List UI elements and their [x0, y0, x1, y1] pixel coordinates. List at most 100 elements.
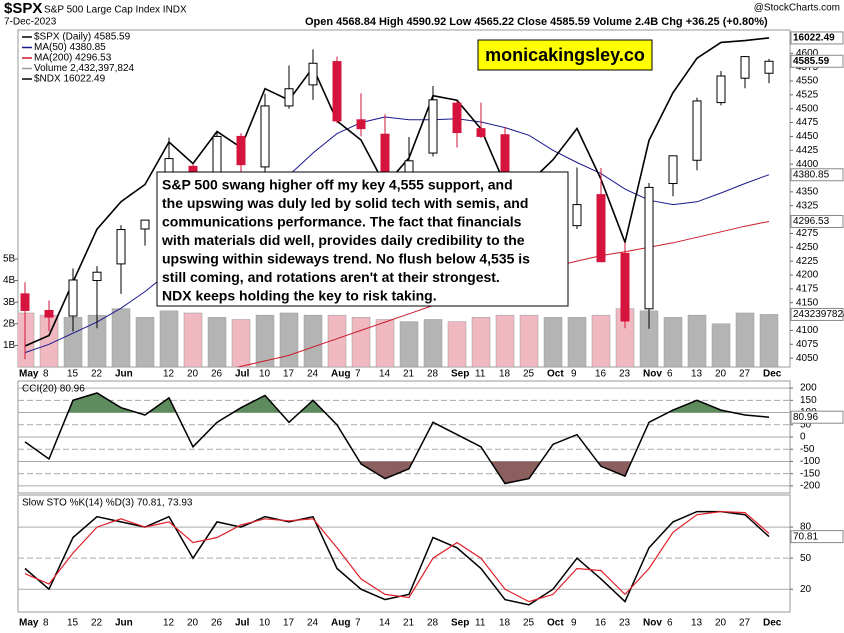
x-tick-label: Jul	[235, 369, 250, 380]
y-tick-label: 150	[800, 395, 817, 406]
x-tick-label: 6	[667, 369, 673, 380]
indicator-line	[24, 510, 770, 603]
y-tick-label: 4075	[796, 339, 819, 350]
symbol: $SPX	[4, 0, 42, 17]
volume-bar	[351, 317, 371, 367]
candle-body	[356, 119, 366, 130]
x-tick-label: 20	[187, 618, 199, 629]
y-tick-label: 4150	[796, 297, 819, 308]
y-tick-label: -150	[800, 468, 820, 479]
x-tick-label: 24	[307, 618, 319, 629]
x-tick-label: 21	[403, 369, 415, 380]
x-tick-label: 20	[715, 369, 727, 380]
x-tick-label: Jul	[235, 618, 250, 629]
x-tick-label: 16	[595, 618, 607, 629]
source: @StockCharts.com	[754, 3, 840, 14]
volume-tick-label: 5B	[3, 254, 16, 265]
volume-bar	[279, 312, 299, 367]
indicator-line	[24, 510, 770, 606]
legend-label: Volume 2,432,397,824	[34, 63, 135, 74]
y-tick-label: 50	[800, 553, 812, 564]
x-tick-label: Oct	[547, 618, 564, 629]
y-tick-label: 20	[800, 584, 812, 595]
x-tick-label: Jun	[115, 618, 133, 629]
index-name: S&P 500 Large Cap Index INDX	[44, 5, 187, 16]
x-tick-label: 27	[739, 618, 751, 629]
volume-bar	[303, 314, 323, 367]
volume-bar	[687, 314, 707, 367]
annotation-line: still coming, and rotations aren't at th…	[162, 269, 500, 285]
end-label: 80.96	[793, 412, 818, 423]
sto-layer: 20 50 80 Slow STO %K(14) %D(3) 70.81, 73.93…	[18, 498, 812, 629]
volume-bar	[159, 310, 179, 367]
watermark-box	[477, 39, 653, 71]
x-tick-label: Nov	[643, 618, 662, 629]
x-tick-label: 27	[739, 369, 751, 380]
volume-bar	[447, 321, 467, 367]
annotation-line: upswing within sideways trend. No flush …	[162, 251, 530, 267]
x-tick-label: 23	[619, 369, 631, 380]
x-tick-label: 21	[403, 618, 415, 629]
sto-panel	[17, 494, 791, 613]
volume-bar	[759, 314, 779, 367]
y-tick-label: 4050	[796, 353, 819, 364]
end-label: 4380.85	[793, 169, 830, 180]
x-tick-label: 13	[691, 618, 703, 629]
candle-body	[140, 219, 150, 230]
volume-bar	[135, 317, 155, 367]
volume-bar	[111, 308, 131, 367]
x-tick-label: 8	[43, 618, 49, 629]
x-tick-label: 11	[475, 618, 486, 629]
y-tick-label: 4250	[796, 242, 819, 253]
candle-body	[428, 99, 438, 154]
x-tick-label: Sep	[451, 618, 469, 629]
y-tick-label: 4475	[796, 117, 819, 128]
candle-body	[764, 60, 774, 74]
x-tick-label: 9	[571, 618, 577, 629]
x-tick-label: Sep	[451, 369, 469, 380]
y-tick-label: 4350	[796, 186, 819, 197]
volume-tick-label: 2B	[3, 318, 16, 329]
x-tick-label: 7	[355, 369, 361, 380]
candle-body	[572, 204, 582, 227]
candle-body	[332, 61, 342, 122]
x-tick-label: Jun	[115, 369, 133, 380]
candle-body	[620, 252, 630, 322]
panel-title: Slow STO %K(14) %D(3) 70.81, 73.93	[22, 498, 193, 509]
volume-bar	[231, 319, 251, 367]
x-tick-label: 16	[595, 369, 607, 380]
x-tick-label: 17	[283, 618, 295, 629]
candle-body	[692, 100, 702, 161]
end-label-box	[790, 31, 844, 45]
x-tick-label: 7	[355, 618, 361, 629]
x-tick-label: 12	[163, 369, 175, 380]
y-tick-label: 4100	[796, 325, 819, 336]
x-tick-label: 10	[259, 369, 271, 380]
x-tick-label: 15	[67, 618, 79, 629]
plot-area	[24, 392, 770, 485]
x-tick-label: Aug	[331, 369, 350, 380]
candle-body	[260, 105, 270, 168]
x-tick-label: Dec	[763, 618, 782, 629]
candle-body	[44, 309, 54, 318]
panel-title: CCI(20) 80.96	[22, 384, 85, 395]
volume-bar	[567, 317, 587, 367]
x-tick-label: 24	[307, 369, 319, 380]
x-tick-label: May	[19, 618, 39, 629]
volume-tick-label: 4B	[3, 275, 16, 286]
end-label-box	[790, 54, 844, 68]
candle-body	[596, 194, 606, 263]
x-tick-label: 10	[259, 618, 271, 629]
x-tick-label: 22	[91, 618, 103, 629]
x-tick-label: 25	[523, 369, 535, 380]
y-tick-label: 4600	[796, 48, 819, 59]
volume-tick-label: 3B	[3, 297, 16, 308]
annotation-line: communications performance. The fact tha…	[162, 214, 522, 230]
x-tick-label: 26	[211, 618, 223, 629]
annotation-line: S&P 500 swang higher off my key 4,555 su…	[162, 177, 513, 193]
x-tick-label: May	[19, 369, 39, 380]
volume-bar	[423, 319, 443, 367]
end-label: 4296.53	[793, 216, 830, 227]
volume-bar	[735, 312, 755, 367]
candle-body	[92, 271, 102, 282]
